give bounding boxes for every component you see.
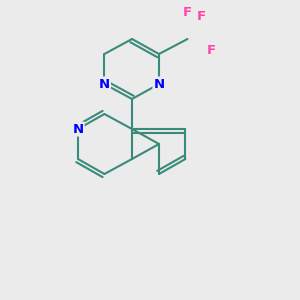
Text: N: N xyxy=(99,77,110,91)
Text: N: N xyxy=(153,77,165,91)
Text: F: F xyxy=(207,44,216,58)
Text: N: N xyxy=(72,122,84,136)
Text: F: F xyxy=(183,5,192,19)
Text: F: F xyxy=(197,10,206,23)
